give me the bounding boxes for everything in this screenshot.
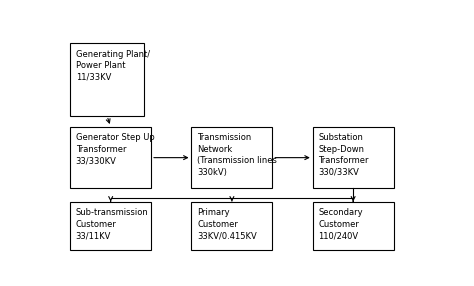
Text: Sub-transmission
Customer
33/11KV: Sub-transmission Customer 33/11KV <box>76 208 148 240</box>
Bar <box>70 127 151 188</box>
Bar <box>313 202 393 250</box>
Bar <box>313 127 393 188</box>
Text: Generating Plant/
Power Plant
11/33KV: Generating Plant/ Power Plant 11/33KV <box>76 50 150 82</box>
Bar <box>70 202 151 250</box>
Text: Secondary
Customer
110/240V: Secondary Customer 110/240V <box>318 208 363 240</box>
Text: Primary
Customer
33KV/0.415KV: Primary Customer 33KV/0.415KV <box>197 208 257 240</box>
Text: Substation
Step-Down
Transformer
330/33KV: Substation Step-Down Transformer 330/33K… <box>318 133 369 177</box>
Text: Transmission
Network
(Transmission lines
330kV): Transmission Network (Transmission lines… <box>197 133 277 177</box>
Text: Generator Step Up
Transformer
33/330KV: Generator Step Up Transformer 33/330KV <box>76 133 155 165</box>
Bar <box>191 202 272 250</box>
Bar <box>191 127 272 188</box>
Bar <box>70 43 144 116</box>
